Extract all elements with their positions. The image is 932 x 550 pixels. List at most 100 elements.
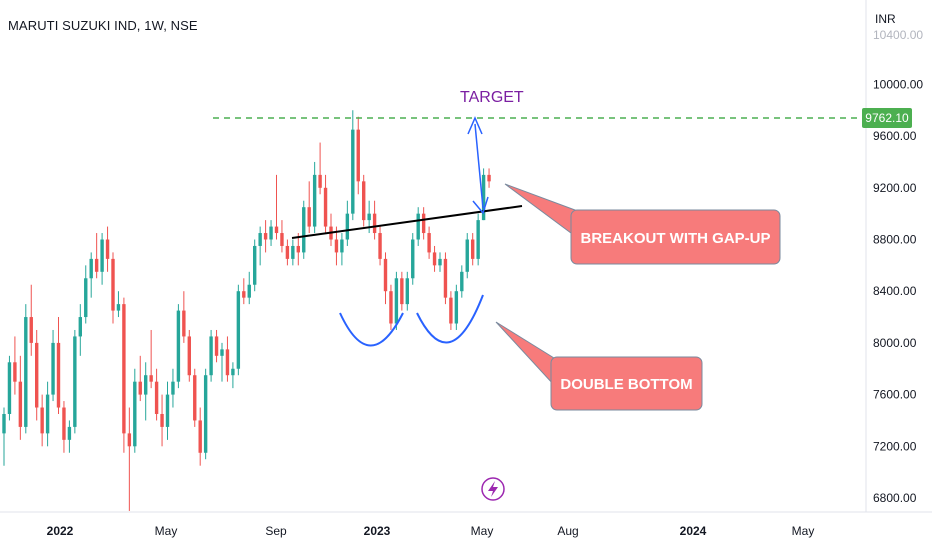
candle bbox=[378, 226, 382, 266]
candle-body bbox=[182, 310, 186, 337]
candle-body bbox=[465, 239, 469, 272]
candle bbox=[220, 342, 224, 382]
candle-body bbox=[176, 310, 181, 382]
y-tick-label: 8800.00 bbox=[873, 233, 917, 247]
candle bbox=[285, 239, 290, 266]
candle bbox=[263, 220, 268, 253]
candle bbox=[40, 394, 44, 447]
candle bbox=[351, 110, 355, 221]
candle-body bbox=[40, 407, 44, 434]
candle bbox=[389, 284, 393, 330]
candle bbox=[253, 239, 257, 292]
candle-body bbox=[187, 336, 191, 376]
candle bbox=[89, 252, 93, 298]
candle bbox=[307, 181, 311, 234]
candle bbox=[280, 220, 284, 253]
candle bbox=[7, 355, 12, 421]
candle-body bbox=[416, 213, 420, 240]
candle bbox=[165, 381, 170, 440]
candle bbox=[258, 226, 262, 266]
candle bbox=[334, 226, 339, 266]
candle-body bbox=[165, 394, 170, 427]
candle-body bbox=[231, 368, 235, 376]
candle bbox=[182, 291, 186, 343]
candle-body bbox=[394, 278, 399, 324]
bottom-curve-1 bbox=[339, 312, 404, 347]
candle bbox=[35, 329, 39, 421]
candle-body bbox=[193, 375, 197, 421]
candle bbox=[487, 168, 491, 188]
candle bbox=[67, 420, 72, 453]
y-tick-label: 8400.00 bbox=[873, 284, 917, 298]
candle-body bbox=[405, 278, 409, 305]
candle-body bbox=[389, 291, 393, 324]
candle bbox=[394, 271, 399, 330]
x-tick-label: Sep bbox=[265, 524, 287, 538]
candle bbox=[476, 213, 480, 266]
target-arrowhead-up bbox=[467, 116, 483, 135]
candle-body bbox=[56, 342, 61, 408]
candle-body bbox=[94, 258, 99, 272]
candle-body bbox=[432, 252, 437, 266]
candle-body bbox=[24, 317, 28, 427]
y-tick-label: 9600.00 bbox=[873, 129, 917, 143]
candle-body bbox=[7, 362, 12, 414]
candle bbox=[405, 271, 409, 311]
candle bbox=[296, 233, 300, 266]
y-tick-partial: 10400.00 bbox=[873, 28, 923, 42]
candle-body bbox=[307, 207, 311, 227]
candle bbox=[193, 368, 197, 427]
candle bbox=[356, 116, 360, 195]
candle bbox=[400, 271, 404, 311]
candle-body bbox=[372, 213, 377, 234]
chart-title: MARUTI SUZUKI IND, 1W, NSE bbox=[8, 18, 198, 33]
candle-body bbox=[100, 239, 104, 272]
double-bottom-callout-pointer bbox=[495, 321, 555, 387]
candle-body bbox=[351, 129, 355, 214]
candle bbox=[62, 401, 66, 453]
candle bbox=[236, 284, 241, 376]
y-tick-label: 6800.00 bbox=[873, 491, 917, 505]
candle bbox=[209, 329, 213, 382]
candle bbox=[111, 252, 115, 324]
candle-body bbox=[258, 233, 262, 246]
x-tick-label: 2023 bbox=[364, 524, 391, 538]
candle bbox=[198, 407, 202, 466]
lightning-icon[interactable] bbox=[481, 477, 505, 501]
candle-body bbox=[471, 239, 475, 259]
candle bbox=[291, 239, 295, 266]
candle-body bbox=[247, 284, 251, 298]
breakout-callout-box bbox=[570, 209, 781, 265]
target-label: TARGET bbox=[460, 89, 524, 106]
candle-body bbox=[67, 426, 72, 440]
candle bbox=[100, 233, 104, 285]
candle bbox=[133, 368, 137, 453]
double-bottom-callout-box bbox=[550, 356, 703, 411]
y-axis: 6800.00 7200.00 7600.00 8000.00 8400.00 8800.… bbox=[873, 77, 923, 505]
candle bbox=[231, 362, 235, 389]
candle bbox=[471, 233, 475, 266]
candle bbox=[340, 233, 344, 266]
candle bbox=[73, 329, 77, 434]
candle-body bbox=[18, 381, 23, 427]
candle bbox=[383, 252, 388, 305]
candle bbox=[214, 329, 219, 363]
candle-body bbox=[209, 336, 213, 376]
candle-body bbox=[367, 213, 371, 221]
candle-body bbox=[111, 258, 115, 311]
candle-body bbox=[13, 362, 17, 382]
candle-body bbox=[356, 129, 360, 182]
candle-body bbox=[220, 349, 224, 356]
candle-body bbox=[460, 271, 464, 292]
breakout-callout-text: BREAKOUT WITH GAP-UP bbox=[581, 230, 771, 247]
candle bbox=[225, 336, 230, 382]
candle-body bbox=[312, 174, 317, 227]
candle-body bbox=[127, 433, 132, 447]
candle bbox=[274, 174, 279, 240]
candle-body bbox=[122, 304, 126, 434]
candle bbox=[51, 329, 55, 402]
candle-body bbox=[154, 381, 159, 414]
candle-body bbox=[73, 336, 77, 427]
